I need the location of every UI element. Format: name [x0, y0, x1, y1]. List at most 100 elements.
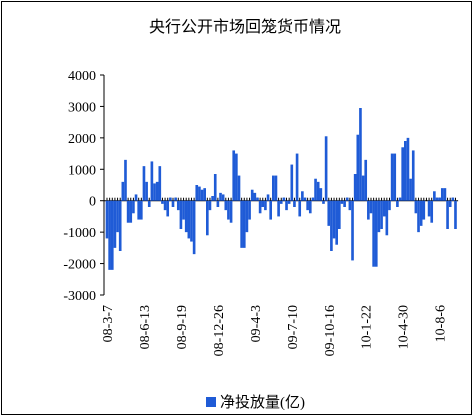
- bar: [113, 200, 117, 248]
- bar: [443, 188, 447, 201]
- bar: [134, 194, 138, 201]
- bar: [279, 200, 283, 204]
- bar: [282, 197, 286, 201]
- bar: [332, 200, 336, 239]
- bar: [174, 197, 177, 201]
- bar: [118, 200, 122, 251]
- y-tick-label: -3000: [63, 289, 96, 304]
- bar: [440, 188, 444, 201]
- bar: [153, 183, 156, 201]
- bar: [306, 200, 309, 211]
- bar: [221, 194, 225, 201]
- bar: [308, 200, 312, 214]
- bar: [388, 200, 391, 211]
- bar: [190, 200, 193, 242]
- x-tick-label: 10-1-22: [360, 305, 375, 349]
- bar: [367, 200, 370, 220]
- bar: [132, 200, 135, 214]
- bar: [110, 200, 114, 270]
- bar: [206, 200, 209, 236]
- bar: [248, 200, 251, 220]
- bar: [261, 200, 265, 207]
- bar: [258, 200, 262, 214]
- bar: [150, 161, 154, 201]
- bar: [343, 200, 346, 207]
- x-tick-label: 08-3-7: [101, 305, 116, 342]
- bar: [213, 174, 217, 201]
- bar: [319, 188, 323, 201]
- bar: [158, 166, 162, 201]
- bar: [348, 200, 352, 211]
- bar: [390, 153, 394, 201]
- x-tick-label: 08-6-13: [138, 305, 153, 349]
- bar: [380, 200, 383, 229]
- x-tick-label: 08-12-26: [212, 305, 227, 356]
- bar: [298, 200, 302, 217]
- bar: [269, 200, 272, 220]
- x-tick-label: 08-9-19: [175, 305, 190, 349]
- bar: [232, 150, 236, 201]
- bar: [398, 197, 402, 201]
- bar: [235, 153, 238, 201]
- bar: [264, 200, 267, 211]
- bar: [116, 200, 119, 233]
- bar: [124, 159, 127, 201]
- bar: [451, 197, 455, 201]
- bar: [163, 200, 167, 211]
- bar: [385, 200, 389, 236]
- bar: [211, 196, 214, 201]
- x-tick-label: 09-7-10: [286, 305, 301, 349]
- bar: [176, 200, 180, 211]
- bar: [438, 197, 441, 201]
- bar: [311, 197, 315, 201]
- bar: [411, 150, 415, 201]
- bar: [396, 200, 399, 207]
- bar: [364, 159, 368, 201]
- bar: [105, 200, 109, 239]
- bar: [242, 200, 246, 248]
- bar: [335, 200, 338, 245]
- bar: [301, 191, 304, 201]
- bar: [314, 178, 317, 201]
- bar: [179, 200, 183, 229]
- bar: [161, 200, 164, 204]
- bar: [237, 175, 241, 201]
- bar: [345, 197, 349, 201]
- bar: [356, 134, 360, 201]
- bar: [166, 200, 170, 217]
- bar: [295, 153, 299, 201]
- y-tick-label: 2000: [68, 132, 96, 147]
- bar: [184, 200, 188, 233]
- bar: [393, 153, 397, 201]
- bar: [374, 200, 378, 267]
- bar: [372, 200, 375, 267]
- bar: [369, 200, 373, 214]
- bar: [274, 175, 278, 201]
- bar: [219, 192, 222, 201]
- bar: [145, 181, 148, 201]
- y-tick-label: 0: [89, 195, 96, 210]
- bar: [406, 137, 410, 201]
- bar: [409, 178, 412, 201]
- bar: [454, 200, 457, 229]
- bar: [129, 200, 133, 223]
- bar: [200, 189, 204, 201]
- bar: [240, 200, 243, 248]
- bar: [198, 186, 201, 201]
- bar: [430, 200, 434, 223]
- bar: [435, 197, 439, 201]
- bar: [140, 200, 143, 220]
- bar: [266, 194, 270, 201]
- bar: [427, 200, 431, 217]
- bar: [224, 200, 228, 211]
- bar: [171, 200, 175, 207]
- bar: [361, 175, 365, 201]
- bar: [404, 141, 407, 201]
- x-tick-label: 09-4-3: [249, 305, 264, 342]
- bar: [216, 200, 220, 207]
- bar: [287, 200, 291, 204]
- bar: [419, 200, 423, 226]
- bar: [169, 197, 172, 201]
